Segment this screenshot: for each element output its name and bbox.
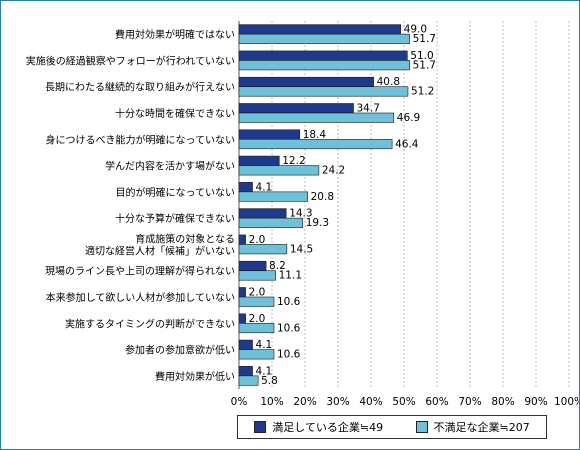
bar	[238, 313, 246, 324]
x-tick-label: 90%	[524, 396, 547, 408]
data-label: 46.9	[397, 112, 420, 124]
data-label: 51.2	[411, 86, 434, 98]
data-label: 14.5	[290, 243, 313, 255]
bar	[238, 339, 253, 350]
category-label: 費用対効果が明確ではない	[115, 28, 235, 41]
category-label: 身につけるべき能力が明確になっていない	[46, 133, 236, 146]
bar	[238, 165, 320, 176]
data-label: 40.8	[377, 76, 400, 88]
x-tick-label: 50%	[392, 396, 415, 408]
data-label: 24.2	[322, 165, 345, 177]
category-label: 学んだ内容を活かす場がない	[105, 160, 235, 173]
legend-label-satisfied: 満足している企業≒49	[272, 421, 384, 434]
x-tick-label: 60%	[425, 396, 448, 408]
bar	[238, 33, 410, 44]
bar	[238, 208, 287, 219]
bar	[238, 287, 246, 298]
bar	[238, 244, 288, 255]
data-label: 4.1	[256, 339, 273, 351]
bar	[238, 349, 275, 360]
data-label: 20.8	[311, 191, 334, 203]
bar	[238, 24, 401, 35]
data-label: 2.0	[249, 313, 266, 325]
category-label: 適切な経営人材「候補」がいない	[85, 244, 235, 257]
data-label: 10.6	[277, 296, 301, 308]
data-label: 51.7	[413, 33, 436, 45]
category-label: 実施するタイミングの判断ができない	[65, 317, 235, 330]
data-label: 14.3	[289, 208, 312, 220]
category-label: 目的が明確になっていない	[116, 186, 236, 199]
bar	[238, 138, 393, 150]
bar	[238, 155, 280, 166]
category-label: 長期にわたる継続的な取り組みが行えない	[45, 81, 235, 94]
legend: 満足している企業≒49 不満足な企業≒207	[237, 415, 547, 439]
data-label: 8.2	[269, 260, 286, 272]
legend-item-unsatisfied: 不満足な企業≒207	[415, 419, 530, 435]
x-tick-label: 100%	[554, 396, 579, 408]
bar	[238, 182, 253, 193]
bar	[238, 260, 267, 272]
bar	[238, 270, 276, 281]
data-label: 34.7	[357, 103, 380, 115]
bar	[238, 86, 409, 97]
x-tick-label: 20%	[293, 396, 316, 408]
legend-swatch-unsatisfied	[415, 421, 428, 433]
data-label: 4.1	[256, 365, 273, 377]
bar	[238, 60, 410, 71]
x-tick-label: 70%	[458, 396, 481, 408]
legend-item-satisfied: 満足している企業≒49	[254, 419, 383, 435]
bar	[238, 50, 408, 61]
category-label: 十分な予算が確保できない	[115, 212, 235, 225]
bar	[238, 296, 275, 307]
data-label: 10.6	[277, 349, 301, 361]
bar	[238, 103, 354, 114]
bar	[238, 217, 303, 228]
data-label: 5.8	[261, 375, 278, 387]
bar	[238, 234, 246, 245]
category-label: 費用対効果が低い	[155, 370, 235, 383]
data-label: 51.0	[410, 50, 433, 62]
x-tick-label: 30%	[326, 396, 349, 408]
bar	[238, 76, 374, 88]
legend-swatch-satisfied	[254, 421, 267, 433]
x-tick-label: 80%	[491, 396, 514, 408]
category-label: 参加者の参加意欲が低い	[125, 344, 235, 357]
x-tick-label: 0%	[231, 396, 248, 408]
category-label: 実施後の経過観察やフォローが行われていない	[26, 54, 235, 67]
data-label: 4.1	[256, 181, 273, 193]
bar	[238, 366, 253, 377]
data-label: 49.0	[404, 24, 427, 36]
bar	[238, 191, 308, 202]
x-tick-label: 10%	[260, 396, 283, 408]
bar	[238, 375, 259, 386]
category-label: 十分な時間を確保できない	[115, 107, 235, 120]
bar	[238, 112, 395, 123]
legend-label-unsatisfied: 不満足な企業≒207	[433, 421, 530, 434]
data-label: 18.4	[303, 129, 327, 141]
data-label: 2.0	[249, 234, 266, 246]
category-label: 現場のライン長や上司の理解が得られない	[45, 265, 235, 278]
bar	[238, 322, 275, 334]
data-label: 2.0	[249, 287, 266, 299]
category-label: 本来参加して欲しい人材が参加していない	[46, 291, 235, 304]
data-label: 19.3	[306, 217, 329, 229]
category-label: 育成施策の対象となる	[135, 232, 235, 245]
data-label: 46.4	[395, 138, 419, 150]
data-label: 11.1	[279, 270, 302, 282]
data-label: 12.2	[282, 155, 305, 167]
data-label: 10.6	[277, 322, 301, 334]
data-label: 51.7	[413, 59, 436, 71]
bar	[238, 129, 301, 140]
x-tick-label: 40%	[359, 396, 382, 408]
